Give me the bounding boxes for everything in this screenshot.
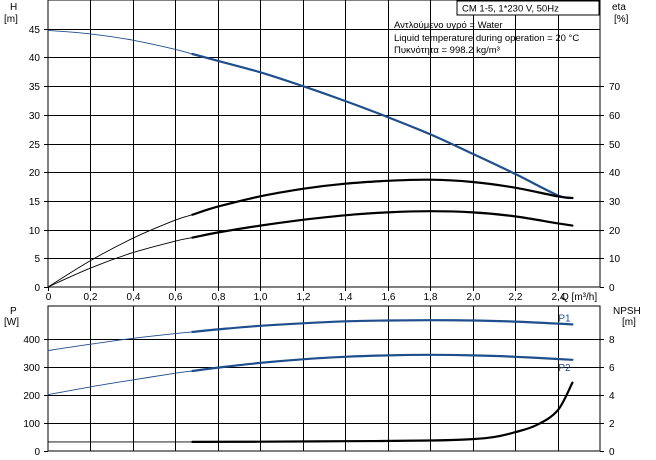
p-tick-label: 300 bbox=[23, 363, 40, 374]
eta-pump-curve-extended bbox=[47, 214, 193, 288]
x-tick-label: 1,2 bbox=[297, 292, 311, 303]
x-tick-label: 0,8 bbox=[212, 292, 226, 303]
eta-tick-label: 70 bbox=[609, 82, 621, 93]
h-axis-unit: [m] bbox=[4, 14, 18, 25]
x-tick-label: 0,4 bbox=[127, 292, 141, 303]
h-tick-label: 25 bbox=[29, 140, 41, 151]
series-label-p1: P1 bbox=[558, 313, 571, 324]
axis-ticks: 0 0,2 0,4 0,6 0,8 1,0 1,2 1,4 1,6 1,8 2,0 2,2 2,4 0 5 1… bbox=[23, 25, 620, 458]
grid-lines bbox=[48, 0, 600, 451]
p-axis-label: P bbox=[10, 306, 17, 317]
npsh-tick-label: 2 bbox=[609, 419, 615, 430]
x-tick-label: 1,6 bbox=[382, 292, 396, 303]
power-p2-curve-operating bbox=[191, 353, 574, 373]
h-tick-label: 45 bbox=[29, 25, 41, 36]
x-tick-label: 0,6 bbox=[169, 292, 183, 303]
x-tick-label: 2,0 bbox=[467, 292, 481, 303]
eta-axis-label: eta bbox=[612, 2, 626, 13]
h-tick-label: 30 bbox=[29, 111, 41, 122]
x-tick-label: 1,4 bbox=[339, 292, 353, 303]
eta-tick-label: 10 bbox=[609, 254, 621, 265]
h-tick-label: 15 bbox=[29, 197, 41, 208]
eta-tick-label: 50 bbox=[609, 140, 621, 151]
npsh-axis-label: NPSH bbox=[613, 306, 641, 317]
info-line-temperature: Liquid temperature during operation = 20… bbox=[394, 33, 579, 44]
h-tick-label: 20 bbox=[29, 168, 41, 179]
h-axis-label: H bbox=[10, 2, 17, 13]
npsh-curve-operating bbox=[191, 381, 574, 443]
eta-tick-label: 60 bbox=[609, 111, 621, 122]
eta-tick-label: 40 bbox=[609, 168, 621, 179]
p-tick-label: 100 bbox=[23, 419, 40, 430]
x-tick-label: 1,0 bbox=[254, 292, 268, 303]
npsh-tick-label: 6 bbox=[609, 363, 615, 374]
npsh-tick-label: 4 bbox=[609, 391, 615, 402]
eta-tick-label: 30 bbox=[609, 197, 621, 208]
eta-axis-unit: [%] bbox=[614, 14, 629, 25]
npsh-tick-label: 0 bbox=[609, 447, 615, 458]
h-tick-label: 0 bbox=[34, 283, 40, 294]
series-label-p2: P2 bbox=[558, 363, 571, 374]
power-p2-curve-extended bbox=[47, 370, 193, 396]
eta-total-curve-operating bbox=[191, 210, 574, 239]
h-tick-label: 5 bbox=[34, 254, 40, 265]
chart-frames bbox=[47, 0, 601, 452]
upper-plot-frame bbox=[47, 0, 601, 288]
model-label-box bbox=[456, 0, 600, 16]
x-tick-label: 2,2 bbox=[509, 292, 523, 303]
power-p1-curve-operating bbox=[191, 319, 574, 333]
p-tick-label: 400 bbox=[23, 335, 40, 346]
p-tick-label: 200 bbox=[23, 391, 40, 402]
eta-tick-label: 20 bbox=[609, 226, 621, 237]
head-curve-extended bbox=[47, 29, 193, 55]
info-line-density: Πυκνότητα = 998.2 kg/m³ bbox=[394, 45, 500, 56]
h-tick-label: 35 bbox=[29, 82, 41, 93]
npsh-tick-label: 8 bbox=[609, 335, 615, 346]
eta-pump-curve-operating bbox=[191, 178, 574, 216]
curves: P1 P2 bbox=[47, 29, 574, 443]
q-axis-label: Q [m³/h] bbox=[561, 292, 597, 303]
info-line-fluid: Αντλούμενο υγρό = Water bbox=[394, 20, 503, 31]
h-tick-label: 40 bbox=[29, 53, 41, 64]
h-tick-label: 10 bbox=[29, 226, 41, 237]
x-tick-label: 2,4 bbox=[552, 292, 566, 303]
power-p1-curve-extended bbox=[47, 331, 193, 352]
p-axis-unit: [W] bbox=[4, 317, 19, 328]
model-label: CM 1-5, 1*230 V, 50Hz bbox=[462, 4, 559, 15]
lower-plot-frame bbox=[47, 305, 601, 452]
npsh-axis-unit: [m] bbox=[622, 317, 636, 328]
p-tick-label: 0 bbox=[34, 447, 40, 458]
x-tick-label: 1,8 bbox=[424, 292, 438, 303]
eta-tick-label: 0 bbox=[609, 283, 615, 294]
x-tick-label: 0 bbox=[46, 292, 52, 303]
head-curve-operating bbox=[191, 52, 574, 200]
x-tick-label: 0,2 bbox=[84, 292, 98, 303]
eta-total-curve-extended bbox=[47, 237, 193, 288]
